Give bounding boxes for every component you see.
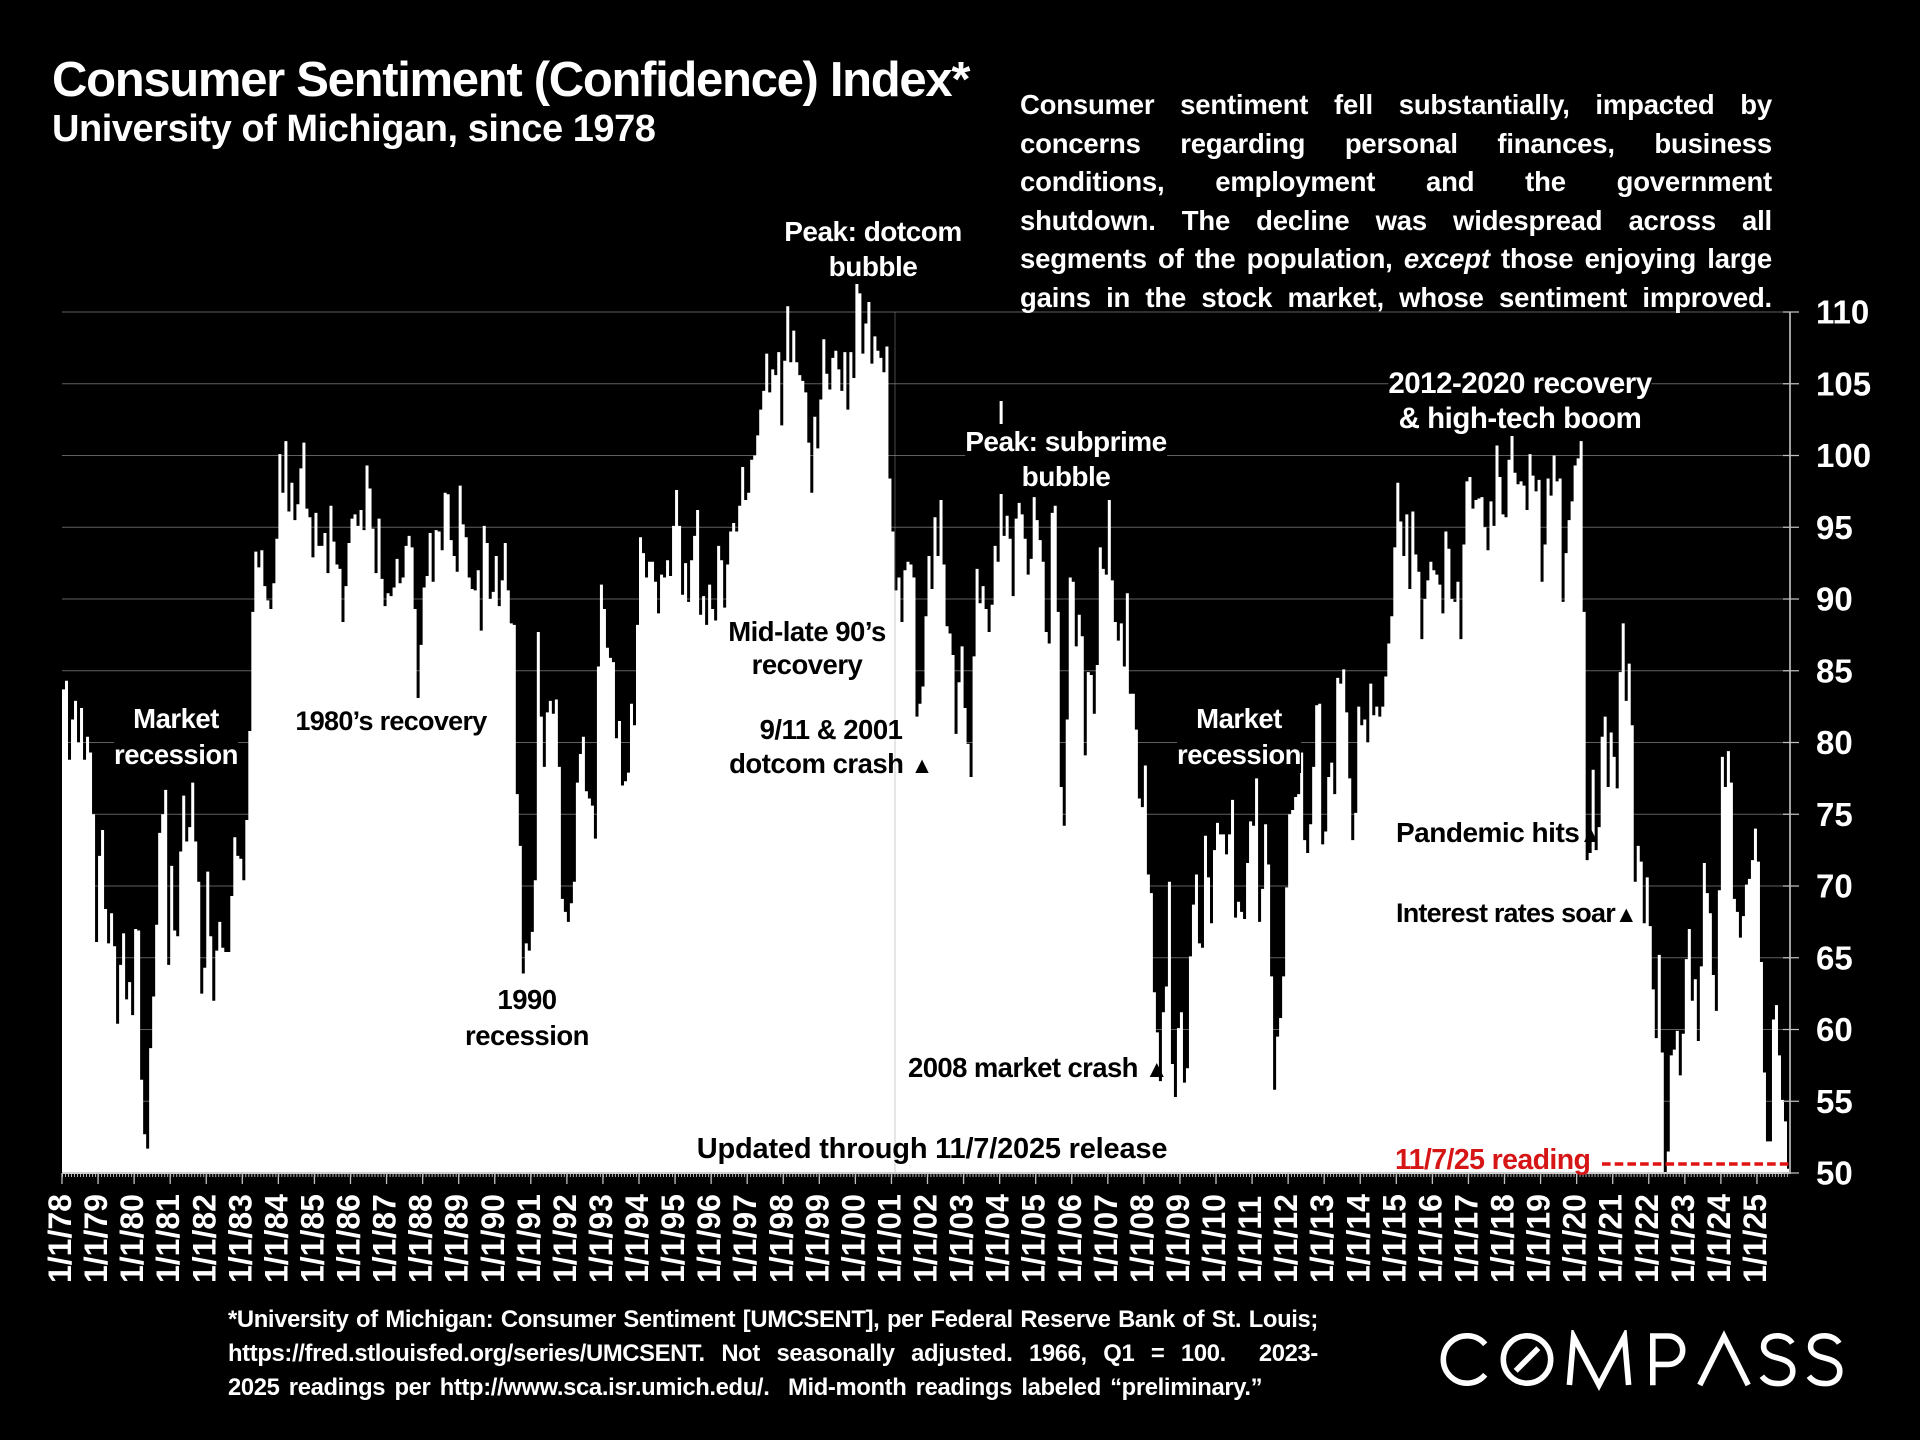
svg-text:65: 65 xyxy=(1816,939,1853,976)
svg-text:1/1/12: 1/1/12 xyxy=(1268,1194,1304,1283)
svg-text:1/1/11: 1/1/11 xyxy=(1232,1196,1268,1283)
svg-text:95: 95 xyxy=(1816,509,1853,546)
svg-text:1/1/09: 1/1/09 xyxy=(1160,1194,1196,1283)
svg-text:1/1/19: 1/1/19 xyxy=(1521,1194,1557,1283)
svg-text:75: 75 xyxy=(1816,796,1853,833)
svg-text:80: 80 xyxy=(1816,724,1853,761)
svg-text:1/1/80: 1/1/80 xyxy=(114,1194,150,1283)
svg-text:1/1/24: 1/1/24 xyxy=(1701,1194,1737,1283)
svg-text:1/1/96: 1/1/96 xyxy=(691,1194,727,1283)
svg-text:1/1/23: 1/1/23 xyxy=(1665,1194,1701,1283)
svg-text:1/1/91: 1/1/91 xyxy=(511,1194,547,1283)
svg-text:1/1/07: 1/1/07 xyxy=(1088,1194,1124,1283)
svg-text:1/1/01: 1/1/01 xyxy=(871,1194,907,1283)
svg-text:1/1/02: 1/1/02 xyxy=(908,1194,944,1283)
svg-text:1/1/93: 1/1/93 xyxy=(583,1194,619,1283)
svg-text:1/1/78: 1/1/78 xyxy=(42,1194,78,1283)
svg-text:1/1/98: 1/1/98 xyxy=(763,1194,799,1283)
svg-text:100: 100 xyxy=(1816,437,1871,474)
svg-text:60: 60 xyxy=(1816,1011,1853,1048)
svg-text:1/1/99: 1/1/99 xyxy=(799,1194,835,1283)
svg-text:1/1/83: 1/1/83 xyxy=(222,1194,258,1283)
svg-text:1/1/06: 1/1/06 xyxy=(1052,1194,1088,1283)
svg-text:1/1/16: 1/1/16 xyxy=(1412,1194,1448,1283)
svg-text:1/1/84: 1/1/84 xyxy=(258,1194,294,1283)
svg-text:90: 90 xyxy=(1816,581,1853,618)
svg-text:1/1/89: 1/1/89 xyxy=(439,1194,475,1283)
svg-text:1/1/08: 1/1/08 xyxy=(1124,1194,1160,1283)
svg-text:1/1/20: 1/1/20 xyxy=(1557,1194,1593,1283)
svg-text:1/1/25: 1/1/25 xyxy=(1737,1194,1773,1283)
svg-text:70: 70 xyxy=(1816,868,1853,905)
svg-text:1/1/05: 1/1/05 xyxy=(1016,1194,1052,1283)
svg-text:105: 105 xyxy=(1816,365,1871,402)
svg-text:1/1/00: 1/1/00 xyxy=(835,1194,871,1283)
svg-text:1/1/22: 1/1/22 xyxy=(1629,1194,1665,1283)
svg-text:1/1/95: 1/1/95 xyxy=(655,1194,691,1283)
svg-text:110: 110 xyxy=(1816,294,1869,331)
svg-text:1/1/13: 1/1/13 xyxy=(1304,1194,1340,1283)
svg-text:1/1/14: 1/1/14 xyxy=(1340,1194,1376,1283)
svg-text:1/1/03: 1/1/03 xyxy=(944,1194,980,1283)
svg-text:1/1/18: 1/1/18 xyxy=(1485,1194,1521,1283)
svg-text:1/1/15: 1/1/15 xyxy=(1376,1194,1412,1283)
svg-text:1/1/04: 1/1/04 xyxy=(980,1194,1016,1283)
svg-text:85: 85 xyxy=(1816,652,1853,689)
svg-text:1/1/97: 1/1/97 xyxy=(727,1194,763,1283)
svg-text:1/1/21: 1/1/21 xyxy=(1593,1194,1629,1283)
svg-text:1/1/94: 1/1/94 xyxy=(619,1194,655,1283)
svg-text:1/1/82: 1/1/82 xyxy=(186,1194,222,1283)
svg-text:1/1/92: 1/1/92 xyxy=(547,1194,583,1283)
svg-text:1/1/85: 1/1/85 xyxy=(294,1194,330,1283)
svg-text:1/1/81: 1/1/81 xyxy=(150,1194,186,1283)
svg-text:1/1/86: 1/1/86 xyxy=(331,1194,367,1283)
svg-text:1/1/90: 1/1/90 xyxy=(475,1194,511,1283)
svg-text:50: 50 xyxy=(1816,1155,1853,1192)
svg-text:1/1/88: 1/1/88 xyxy=(403,1194,439,1283)
svg-text:1/1/87: 1/1/87 xyxy=(367,1194,403,1283)
svg-text:1/1/10: 1/1/10 xyxy=(1196,1194,1232,1283)
svg-text:1/1/79: 1/1/79 xyxy=(78,1194,114,1283)
svg-text:1/1/17: 1/1/17 xyxy=(1448,1194,1484,1283)
svg-text:55: 55 xyxy=(1816,1083,1853,1120)
